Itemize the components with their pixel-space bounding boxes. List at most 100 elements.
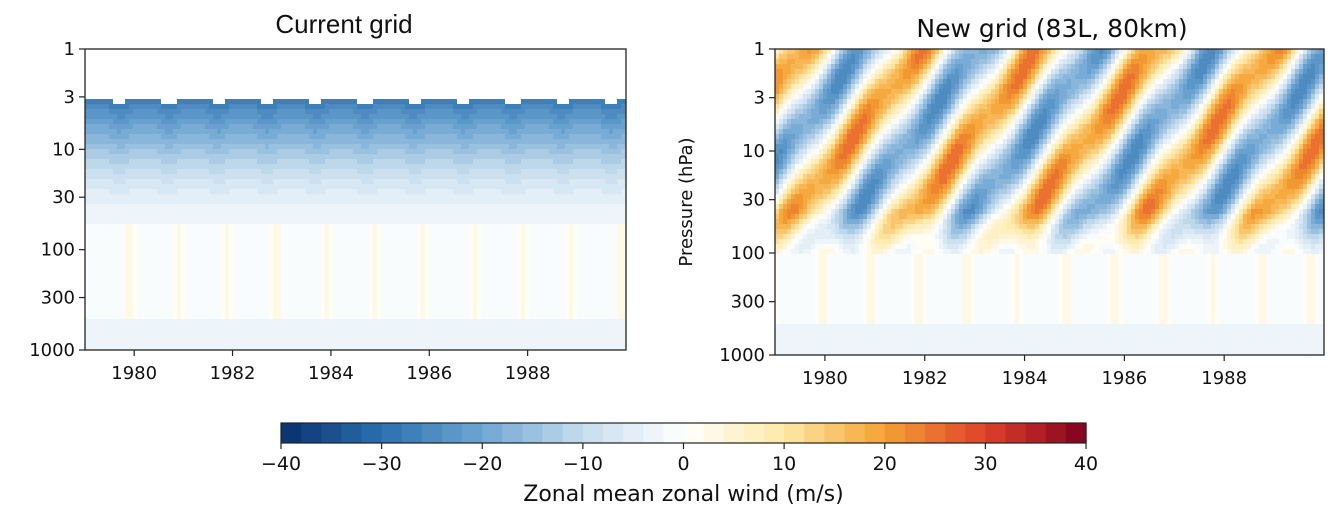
- heatmap-cell: [369, 329, 373, 334]
- heatmap-cell: [113, 119, 117, 124]
- heatmap-cell: [457, 154, 461, 159]
- heatmap-cell: [277, 289, 281, 294]
- heatmap-cell: [337, 274, 341, 279]
- heatmap-cell: [125, 334, 129, 339]
- heatmap-cell: [293, 299, 297, 304]
- heatmap-cell: [305, 209, 309, 214]
- heatmap-cell: [277, 199, 281, 204]
- heatmap-cell: [297, 309, 301, 314]
- heatmap-cell: [309, 339, 313, 344]
- heatmap-cell: [309, 304, 313, 309]
- heatmap-cell: [157, 334, 161, 339]
- heatmap-cell: [89, 274, 93, 279]
- heatmap-cell: [133, 104, 137, 109]
- heatmap-cell: [285, 229, 289, 234]
- heatmap-cell: [117, 284, 121, 289]
- heatmap-cell: [109, 224, 113, 229]
- heatmap-cell: [293, 214, 297, 219]
- heatmap-cell: [381, 324, 385, 329]
- heatmap-cell: [133, 304, 137, 309]
- heatmap-cell: [177, 209, 181, 214]
- heatmap-cell: [229, 164, 233, 169]
- heatmap-cell: [413, 114, 417, 119]
- heatmap-cell: [241, 284, 245, 289]
- heatmap-cell: [97, 134, 101, 139]
- heatmap-cell: [473, 144, 477, 149]
- heatmap-cell: [217, 259, 221, 264]
- heatmap-cell: [181, 154, 185, 159]
- heatmap-cell: [417, 139, 421, 144]
- heatmap-cell: [441, 129, 445, 134]
- heatmap-cell: [141, 334, 145, 339]
- heatmap-cell: [209, 204, 213, 209]
- heatmap-cell: [285, 289, 289, 294]
- heatmap-cell: [341, 289, 345, 294]
- heatmap-cell: [197, 209, 201, 214]
- heatmap-cell: [281, 319, 285, 324]
- heatmap-cell: [165, 344, 169, 349]
- heatmap-cell: [333, 169, 337, 174]
- heatmap-cell: [321, 139, 325, 144]
- heatmap-cell: [353, 144, 357, 149]
- heatmap-cell: [197, 119, 201, 124]
- heatmap-cell: [313, 124, 317, 129]
- heatmap-cell: [469, 124, 473, 129]
- heatmap-cell: [437, 224, 441, 229]
- heatmap-cell: [341, 229, 345, 234]
- heatmap-cell: [269, 179, 273, 184]
- heatmap-cell: [357, 149, 361, 154]
- heatmap-cell: [389, 134, 393, 139]
- heatmap-cell: [393, 99, 397, 104]
- heatmap-cell: [289, 209, 293, 214]
- heatmap-cell: [369, 134, 373, 139]
- heatmap-cell: [281, 179, 285, 184]
- heatmap-cell: [265, 169, 269, 174]
- heatmap-cell: [301, 254, 305, 259]
- heatmap-cell: [225, 299, 229, 304]
- heatmap-cell: [169, 299, 173, 304]
- heatmap-cell: [177, 214, 181, 219]
- heatmap-cell: [453, 129, 457, 134]
- heatmap-cell: [165, 239, 169, 244]
- heatmap-cell: [133, 259, 137, 264]
- heatmap-cell: [349, 249, 353, 254]
- heatmap-cell: [465, 224, 469, 229]
- heatmap-cell: [193, 259, 197, 264]
- heatmap-cell: [437, 254, 441, 259]
- heatmap-cell: [313, 129, 317, 134]
- heatmap-cell: [181, 144, 185, 149]
- heatmap-cell: [337, 209, 341, 214]
- heatmap-cell: [349, 289, 353, 294]
- heatmap-cell: [213, 164, 217, 169]
- heatmap-cell: [397, 219, 401, 224]
- heatmap-cell: [229, 229, 233, 234]
- heatmap-cell: [337, 254, 341, 259]
- heatmap-cell: [237, 224, 241, 229]
- heatmap-cell: [201, 304, 205, 309]
- heatmap-cell: [129, 164, 133, 169]
- heatmap-cell: [421, 324, 425, 329]
- heatmap-cell: [89, 304, 93, 309]
- heatmap-cell: [137, 114, 141, 119]
- heatmap-cell: [429, 109, 433, 114]
- heatmap-cell: [433, 184, 437, 189]
- heatmap-cell: [229, 234, 233, 239]
- heatmap-cell: [345, 319, 349, 324]
- heatmap-cell: [141, 314, 145, 319]
- heatmap-cell: [417, 279, 421, 284]
- heatmap-cell: [365, 219, 369, 224]
- heatmap-cell: [397, 339, 401, 344]
- heatmap-cell: [157, 184, 161, 189]
- heatmap-cell: [213, 284, 217, 289]
- heatmap-cell: [321, 254, 325, 259]
- heatmap-cell: [189, 299, 193, 304]
- heatmap-cell: [225, 179, 229, 184]
- heatmap-cell: [465, 219, 469, 224]
- heatmap-cell: [321, 229, 325, 234]
- heatmap-cell: [153, 324, 157, 329]
- heatmap-cell: [277, 259, 281, 264]
- heatmap-cell: [241, 289, 245, 294]
- heatmap-cell: [249, 304, 253, 309]
- heatmap-cell: [297, 334, 301, 339]
- heatmap-cell: [241, 159, 245, 164]
